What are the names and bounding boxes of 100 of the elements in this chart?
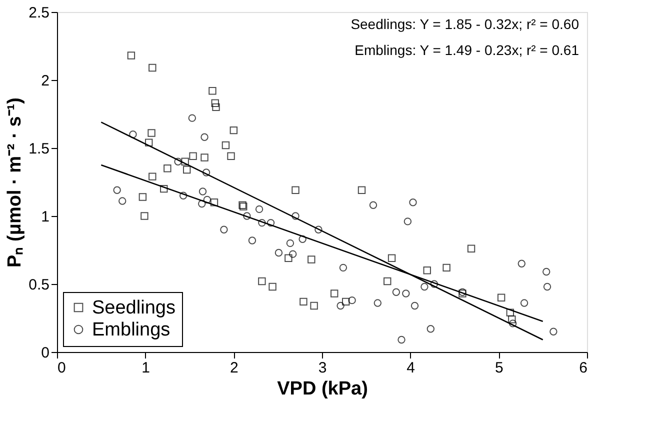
point [127, 52, 136, 60]
point [310, 302, 318, 310]
point [113, 186, 121, 194]
point [284, 254, 292, 262]
point [148, 129, 156, 137]
point [288, 250, 297, 258]
point [398, 336, 406, 344]
point [442, 264, 450, 272]
point [222, 141, 230, 150]
point [198, 200, 206, 208]
point [374, 299, 382, 307]
point [292, 212, 300, 220]
point [164, 164, 172, 172]
point [298, 235, 306, 243]
point [145, 138, 153, 146]
point [550, 328, 558, 336]
point [409, 198, 417, 206]
point [314, 226, 322, 234]
y-tick-label: 1.5 [28, 140, 50, 158]
point [160, 184, 168, 193]
point [174, 158, 182, 166]
point [404, 218, 412, 226]
point [388, 254, 396, 262]
point [508, 320, 517, 328]
annotation: Emblings: Y = 1.49 - 0.23x; r² = 0.61 [354, 42, 580, 58]
point [200, 133, 208, 141]
point [212, 103, 220, 112]
point [138, 193, 147, 201]
point [227, 152, 235, 160]
point [497, 294, 506, 302]
point [402, 290, 410, 298]
point [189, 152, 197, 160]
x-axis-title: VPD (kPa) [277, 378, 368, 400]
point [220, 226, 228, 234]
point [508, 316, 516, 324]
y-tick-label: 0 [41, 344, 50, 362]
point [430, 280, 438, 288]
point [420, 282, 428, 291]
point [148, 172, 156, 180]
point [410, 302, 419, 310]
point [542, 268, 550, 276]
point [426, 325, 435, 333]
point [129, 130, 137, 138]
point [520, 299, 528, 307]
point [179, 192, 188, 200]
point [330, 290, 338, 298]
point [268, 282, 276, 291]
point [358, 186, 366, 194]
point [198, 188, 207, 196]
point [148, 64, 156, 72]
point [258, 277, 266, 286]
x-tick-label: 1 [142, 360, 150, 376]
point [518, 260, 526, 268]
point [543, 282, 552, 291]
point [308, 256, 316, 264]
point [230, 126, 238, 134]
y-tick-label: 0.5 [28, 276, 50, 294]
point [181, 158, 189, 166]
x-tick-label: 0 [58, 360, 66, 376]
point [274, 248, 283, 257]
point [202, 168, 210, 176]
legend-label: Emblings [92, 320, 170, 340]
point [384, 277, 392, 286]
point [266, 218, 275, 227]
y-axis-title: Pₙ (μmol · m⁻² · s⁻¹) [4, 98, 26, 268]
point [339, 264, 348, 272]
annotation: Seedlings: Y = 1.85 - 0.32x; r² = 0.60 [350, 16, 580, 32]
x-tick-label: 4 [406, 360, 416, 376]
point [336, 302, 344, 310]
point [292, 186, 300, 194]
point [348, 296, 356, 304]
y-tick-label: 2.5 [28, 4, 50, 22]
point [188, 114, 196, 122]
point [118, 197, 126, 205]
point [506, 308, 514, 316]
point [342, 298, 350, 306]
point [182, 166, 191, 174]
point [243, 212, 251, 220]
y-tick-label: 2 [41, 72, 50, 90]
point [208, 87, 216, 95]
point [248, 236, 256, 244]
point [211, 99, 219, 107]
point [258, 218, 266, 227]
x-tick-label: 5 [494, 360, 504, 376]
point [467, 244, 476, 252]
point [203, 196, 212, 204]
legend-label: Seedlings [92, 298, 176, 318]
point [392, 288, 400, 296]
x-tick-label: 6 [579, 360, 588, 376]
x-tick-label: 2 [230, 360, 238, 376]
point [140, 212, 148, 220]
point [300, 298, 308, 306]
point [200, 154, 208, 162]
x-tick-label: 3 [318, 360, 327, 376]
point [255, 205, 264, 214]
point [423, 266, 431, 274]
y-tick-label: 1 [41, 208, 50, 226]
point [286, 239, 294, 248]
point [210, 198, 218, 206]
point [369, 201, 378, 209]
